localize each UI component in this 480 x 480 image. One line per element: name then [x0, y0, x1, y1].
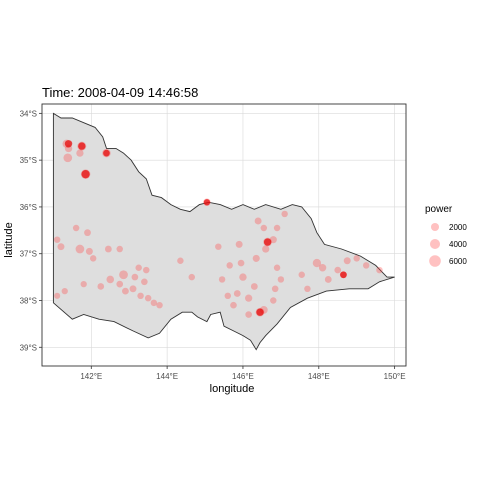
data-point: [226, 262, 233, 269]
data-point: [260, 224, 268, 232]
data-point-hot: [78, 142, 86, 150]
y-tick-label: 35°S: [20, 156, 37, 165]
y-axis-ticks: 34°S 35°S 36°S 37°S 38°S 39°S: [20, 109, 42, 352]
data-point: [188, 273, 195, 281]
data-point: [131, 273, 139, 281]
data-point: [89, 255, 97, 262]
data-point: [237, 259, 245, 267]
x-tick-label: 150°E: [384, 372, 406, 381]
data-point: [215, 243, 222, 250]
data-point: [57, 243, 65, 251]
data-point: [75, 244, 85, 254]
data-point: [312, 258, 322, 268]
data-point: [376, 266, 383, 274]
data-point: [273, 264, 281, 271]
x-tick-label: 144°E: [156, 372, 178, 381]
data-point: [80, 280, 87, 288]
panel-border: [41, 103, 407, 367]
data-point: [119, 270, 128, 280]
data-point: [273, 224, 281, 232]
data-point-hot: [81, 170, 90, 179]
legend: power 2000 4000 6000: [425, 204, 467, 267]
legend-label: 2000: [449, 223, 467, 232]
data-point: [53, 236, 61, 243]
data-point: [362, 262, 370, 269]
data-point: [334, 266, 342, 274]
y-axis-title: latitude: [3, 222, 15, 257]
data-point: [122, 287, 129, 295]
y-tick-label: 39°S: [20, 343, 37, 352]
legend-label: 6000: [449, 257, 467, 266]
y-tick-label: 34°S: [20, 109, 37, 118]
data-point-hot: [64, 140, 73, 148]
data-point: [252, 254, 260, 262]
data-point: [245, 311, 252, 318]
data-point: [233, 290, 241, 297]
data-point: [177, 257, 184, 264]
data-point: [254, 217, 262, 225]
data-point: [129, 285, 137, 293]
legend-key: [430, 222, 440, 232]
y-tick-label: 38°S: [20, 297, 37, 306]
data-point: [137, 292, 144, 300]
data-point: [353, 255, 360, 262]
data-point: [144, 294, 152, 302]
legend-key: [429, 255, 441, 267]
data-point: [343, 257, 351, 265]
x-tick-label: 148°E: [308, 372, 330, 381]
data-point: [143, 266, 150, 274]
y-tick-label: 36°S: [20, 203, 37, 212]
x-axis-title: longitude: [210, 383, 255, 395]
x-axis-ticks: 142°E 144°E 146°E 148°E 150°E: [80, 366, 406, 381]
data-point-hot: [263, 238, 272, 246]
x-tick-label: 142°E: [80, 372, 102, 381]
data-point-hot: [203, 199, 211, 206]
data-point: [324, 276, 332, 283]
data-point: [262, 245, 270, 253]
data-point: [156, 301, 163, 309]
data-point-hot: [340, 271, 347, 279]
data-point: [116, 245, 123, 253]
x-tick-label: 146°E: [232, 372, 254, 381]
data-point: [304, 285, 311, 293]
data-point: [318, 264, 327, 272]
region-outline: [52, 112, 395, 351]
legend-key: [429, 238, 441, 250]
data-point: [230, 301, 237, 309]
data-point: [271, 285, 279, 293]
data-points: [53, 139, 383, 318]
data-point: [76, 149, 84, 157]
data-point: [84, 229, 91, 237]
data-point: [277, 276, 285, 283]
chart-title: Time: 2008-04-09 14:46:58: [42, 85, 198, 100]
data-point: [250, 283, 258, 290]
data-point: [97, 283, 105, 290]
data-point: [63, 153, 73, 163]
data-point: [239, 273, 247, 281]
data-point-hot: [256, 308, 264, 316]
data-point: [116, 280, 124, 288]
data-point: [54, 292, 61, 299]
data-point: [106, 275, 115, 284]
data-point: [104, 245, 112, 253]
data-point: [245, 294, 253, 302]
data-point: [135, 264, 142, 271]
data-point: [281, 210, 288, 218]
data-point: [218, 276, 226, 283]
data-point: [269, 236, 277, 244]
legend-title: power: [425, 204, 453, 215]
data-point: [85, 247, 93, 255]
data-point: [61, 288, 68, 295]
data-point: [141, 278, 148, 286]
data-point: [72, 224, 80, 232]
data-point: [298, 271, 305, 278]
data-point: [150, 299, 158, 307]
y-tick-label: 37°S: [20, 250, 37, 259]
data-point: [270, 297, 277, 304]
legend-label: 4000: [449, 240, 467, 249]
data-point-hot: [103, 149, 110, 157]
data-point: [224, 292, 232, 300]
data-point: [235, 240, 243, 248]
